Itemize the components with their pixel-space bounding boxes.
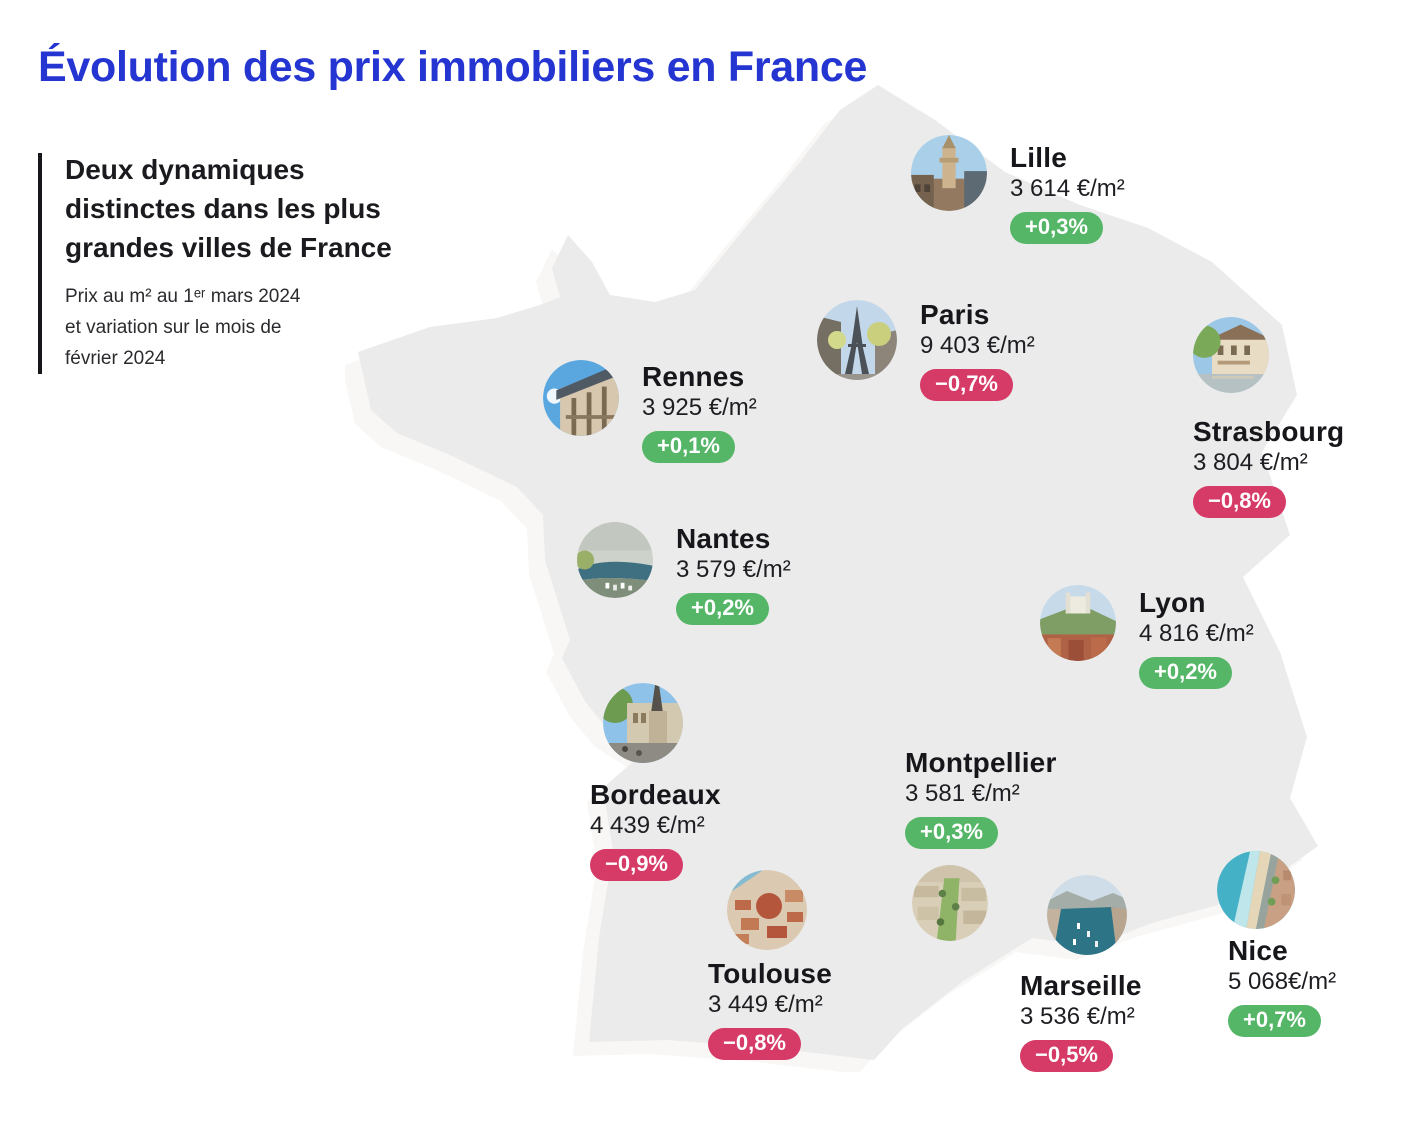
city-name: Toulouse: [708, 958, 832, 989]
variation-badge: −0,7%: [920, 369, 1013, 401]
city-price: 4 439 €/m²: [590, 812, 705, 839]
lille-photo: [911, 135, 987, 211]
city-name: Strasbourg: [1193, 416, 1345, 447]
city-price: 3 581 €/m²: [905, 780, 1020, 807]
city-name: Marseille: [1020, 970, 1142, 1001]
lyon-photo: [1040, 585, 1116, 661]
paris-photo: [817, 300, 897, 380]
city-price: 3 614 €/m²: [1010, 175, 1125, 202]
variation-badge: −0,5%: [1020, 1040, 1113, 1072]
intro-heading-line: grandes villes de France: [65, 232, 392, 263]
city-marker-paris: Paris 9 403 €/m² −0,7%: [817, 300, 1035, 401]
variation-badge: +0,1%: [642, 431, 735, 463]
city-marker-rennes: Rennes 3 925 €/m² +0,1%: [543, 360, 757, 463]
intro-note-line: février 2024: [65, 348, 166, 369]
nantes-photo: [577, 522, 653, 598]
city-price: 3 925 €/m²: [642, 394, 757, 421]
variation-badge: +0,7%: [1228, 1005, 1321, 1037]
intro-block: Deux dynamiques distinctes dans les plus…: [38, 150, 392, 374]
city-marker-montpellier: Montpellier 3 581 €/m² +0,3%: [905, 748, 1057, 941]
rennes-photo: [543, 360, 619, 436]
france-map-outline: [358, 85, 1318, 1060]
intro-note: Prix au m² au 1ᵉʳ mars 2024 et variation…: [65, 281, 392, 374]
city-marker-marseille: Marseille 3 536 €/m² −0,5%: [1020, 875, 1142, 1072]
city-name: Nice: [1228, 935, 1288, 966]
accent-bar: [38, 153, 42, 374]
city-marker-toulouse: Toulouse 3 449 €/m² −0,8%: [708, 870, 832, 1060]
variation-badge: −0,8%: [1193, 486, 1286, 518]
city-marker-bordeaux: Bordeaux 4 439 €/m² −0,9%: [590, 683, 721, 881]
city-name: Rennes: [642, 361, 745, 392]
intro-note-line: et variation sur le mois de: [65, 317, 282, 338]
variation-badge: +0,3%: [1010, 212, 1103, 244]
nice-photo: [1217, 851, 1295, 929]
city-price: 3 449 €/m²: [708, 991, 823, 1018]
city-name: Lyon: [1139, 587, 1206, 618]
variation-badge: +0,2%: [1139, 657, 1232, 689]
city-price: 3 579 €/m²: [676, 556, 791, 583]
intro-heading-line: distinctes dans les plus: [65, 193, 381, 224]
city-name: Bordeaux: [590, 779, 721, 810]
city-marker-nantes: Nantes 3 579 €/m² +0,2%: [577, 522, 791, 625]
intro-note-line: Prix au m² au 1ᵉʳ mars 2024: [65, 286, 301, 307]
city-name: Montpellier: [905, 747, 1057, 778]
city-name: Paris: [920, 299, 990, 330]
city-price: 9 403 €/m²: [920, 332, 1035, 359]
variation-badge: −0,9%: [590, 849, 683, 881]
bordeaux-photo: [603, 683, 683, 763]
city-price: 4 816 €/m²: [1139, 620, 1254, 647]
city-marker-strasbourg: Strasbourg 3 804 €/m² −0,8%: [1193, 317, 1344, 518]
city-marker-lyon: Lyon 4 816 €/m² +0,2%: [1040, 585, 1254, 689]
city-marker-nice: Nice 5 068€/m² +0,7%: [1217, 851, 1336, 1037]
france-map: [345, 85, 1318, 1072]
city-price: 3 536 €/m²: [1020, 1003, 1135, 1030]
marseille-photo: [1047, 875, 1127, 955]
intro-heading-line: Deux dynamiques: [65, 154, 305, 185]
variation-badge: +0,3%: [905, 817, 998, 849]
variation-badge: −0,8%: [708, 1028, 801, 1060]
variation-badge: +0,2%: [676, 593, 769, 625]
city-name: Nantes: [676, 523, 771, 554]
toulouse-photo: [727, 870, 807, 950]
city-marker-lille: Lille 3 614 €/m² +0,3%: [911, 135, 1125, 244]
page-title: Évolution des prix immobiliers en France: [38, 42, 868, 91]
montpellier-photo: [912, 865, 988, 941]
city-price: 5 068€/m²: [1228, 968, 1337, 995]
city-name: Lille: [1010, 142, 1068, 173]
city-price: 3 804 €/m²: [1193, 449, 1308, 476]
strasbourg-photo: [1193, 317, 1269, 393]
intro-heading: Deux dynamiques distinctes dans les plus…: [65, 150, 392, 267]
